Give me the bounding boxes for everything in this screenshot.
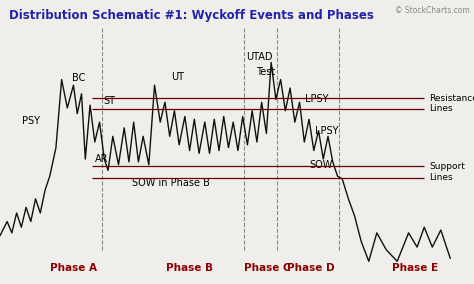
Text: ST: ST [103, 96, 115, 106]
Text: AR: AR [95, 154, 109, 164]
Text: Phase D: Phase D [287, 263, 334, 273]
Text: SOW in Phase B: SOW in Phase B [132, 178, 210, 188]
Text: LPSY: LPSY [315, 126, 339, 136]
Text: Support
Lines: Support Lines [429, 162, 465, 181]
Text: SOW: SOW [310, 160, 333, 170]
Text: Distribution Schematic #1: Wyckoff Events and Phases: Distribution Schematic #1: Wyckoff Event… [9, 9, 374, 22]
Text: Phase B: Phase B [166, 263, 213, 273]
Text: PSY: PSY [22, 116, 40, 126]
Text: LPSY: LPSY [305, 94, 328, 105]
Text: Phase C: Phase C [245, 263, 291, 273]
Text: Test: Test [256, 67, 275, 78]
Text: UTAD: UTAD [246, 52, 273, 62]
Text: Resistance
Lines: Resistance Lines [429, 94, 474, 113]
Text: BC: BC [72, 73, 85, 83]
Text: Phase A: Phase A [50, 263, 97, 273]
Text: Phase E: Phase E [392, 263, 438, 273]
Text: UT: UT [171, 72, 184, 82]
Text: © StockCharts.com: © StockCharts.com [394, 6, 469, 15]
